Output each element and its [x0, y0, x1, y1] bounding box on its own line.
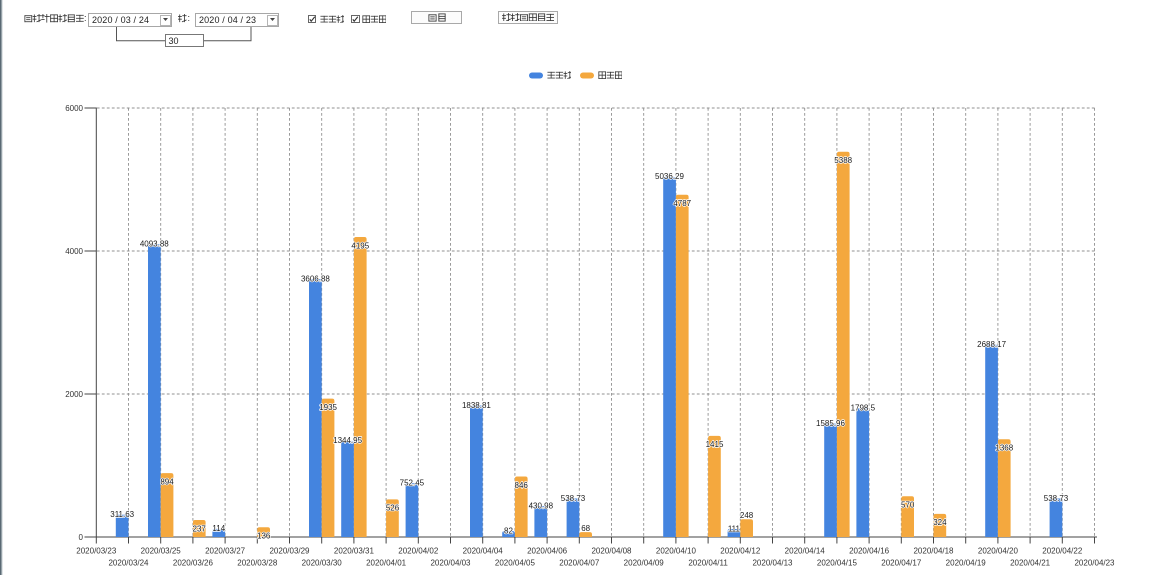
- svg-text:526: 526: [386, 504, 400, 513]
- svg-text:1838.81: 1838.81: [462, 401, 491, 410]
- svg-text:3606.88: 3606.88: [301, 274, 330, 283]
- svg-text:2020/04/08: 2020/04/08: [591, 547, 632, 556]
- svg-text:2020/04/22: 2020/04/22: [1042, 547, 1083, 556]
- svg-text:4195: 4195: [351, 241, 369, 250]
- svg-text:4787: 4787: [673, 199, 691, 208]
- svg-text:2000: 2000: [65, 390, 83, 399]
- svg-text:2020/04/18: 2020/04/18: [913, 547, 954, 556]
- svg-text:894: 894: [160, 477, 174, 486]
- svg-text:2020/04/07: 2020/04/07: [559, 559, 600, 568]
- svg-text:2020/03/27: 2020/03/27: [205, 547, 246, 556]
- svg-text:248: 248: [740, 511, 754, 520]
- svg-text:1798.5: 1798.5: [851, 404, 876, 413]
- svg-text:2020/04/09: 2020/04/09: [624, 559, 665, 568]
- svg-text:2020/04/03: 2020/04/03: [430, 559, 471, 568]
- svg-text:1344.95: 1344.95: [333, 436, 362, 445]
- svg-text:237: 237: [193, 524, 207, 533]
- svg-text:2020/04/01: 2020/04/01: [366, 559, 407, 568]
- svg-text:2020/04/02: 2020/04/02: [398, 547, 439, 556]
- svg-text:2020/03/26: 2020/03/26: [173, 559, 214, 568]
- svg-text:1585.96: 1585.96: [816, 419, 845, 428]
- svg-text:6000: 6000: [65, 104, 83, 113]
- svg-text:114: 114: [212, 524, 225, 533]
- svg-text:2020/04/12: 2020/04/12: [720, 547, 761, 556]
- svg-text:2020/03/29: 2020/03/29: [269, 547, 310, 556]
- svg-text:4093.88: 4093.88: [140, 240, 169, 249]
- svg-text:2020/04/20: 2020/04/20: [978, 547, 1019, 556]
- svg-text:538.73: 538.73: [561, 494, 586, 503]
- svg-text:1415: 1415: [706, 440, 724, 449]
- svg-text:2020/03/25: 2020/03/25: [141, 547, 182, 556]
- svg-text:2020/04/10: 2020/04/10: [656, 547, 697, 556]
- svg-text:1368: 1368: [995, 444, 1013, 453]
- svg-text:2020/04/23: 2020/04/23: [1074, 559, 1115, 568]
- svg-text:2020/04/14: 2020/04/14: [785, 547, 826, 556]
- svg-text:2020/04/17: 2020/04/17: [881, 559, 922, 568]
- svg-text:2020/04/05: 2020/04/05: [495, 559, 536, 568]
- svg-text:324: 324: [933, 518, 947, 527]
- svg-text:111: 111: [728, 524, 741, 533]
- svg-text:68: 68: [581, 524, 590, 533]
- svg-text:136: 136: [257, 532, 271, 541]
- svg-text:5036.29: 5036.29: [655, 172, 684, 181]
- svg-text:430.98: 430.98: [529, 502, 554, 511]
- svg-text:2020/04/15: 2020/04/15: [817, 559, 858, 568]
- svg-text:4000: 4000: [65, 247, 83, 256]
- svg-text:752.45: 752.45: [400, 479, 425, 488]
- svg-text:2020/04/19: 2020/04/19: [946, 559, 987, 568]
- svg-text:2020/03/23: 2020/03/23: [76, 547, 117, 556]
- svg-text:82: 82: [504, 526, 513, 535]
- svg-text:2688.17: 2688.17: [977, 340, 1006, 349]
- svg-text:538.73: 538.73: [1044, 494, 1069, 503]
- svg-text:2020/04/21: 2020/04/21: [1010, 559, 1051, 568]
- svg-text:570: 570: [901, 501, 915, 510]
- svg-text:2020/03/30: 2020/03/30: [302, 559, 343, 568]
- svg-text:2020/04/04: 2020/04/04: [463, 547, 504, 556]
- svg-text:2020/03/28: 2020/03/28: [237, 559, 278, 568]
- svg-text:5388: 5388: [834, 156, 852, 165]
- svg-text:311.63: 311.63: [110, 510, 134, 519]
- svg-text:846: 846: [515, 481, 529, 490]
- svg-text:1935: 1935: [319, 403, 337, 412]
- svg-text:2020/04/11: 2020/04/11: [688, 559, 728, 568]
- svg-text:2020/04/13: 2020/04/13: [752, 559, 793, 568]
- svg-text:0: 0: [79, 533, 84, 542]
- svg-text:2020/03/31: 2020/03/31: [334, 547, 375, 556]
- svg-text:2020/03/24: 2020/03/24: [108, 559, 149, 568]
- svg-text:2020/04/06: 2020/04/06: [527, 547, 568, 556]
- svg-text:2020/04/16: 2020/04/16: [849, 547, 890, 556]
